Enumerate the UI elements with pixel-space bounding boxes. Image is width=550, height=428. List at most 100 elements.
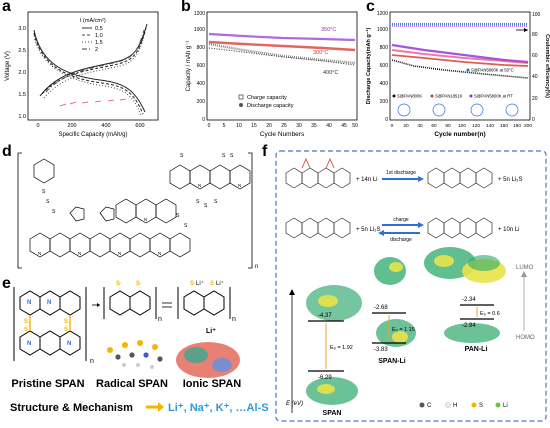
svg-text:1200: 1200: [377, 11, 388, 17]
a-xtick-400: 400: [101, 123, 110, 129]
svg-text:5: 5: [223, 123, 226, 129]
panel-e-label: e: [2, 275, 11, 292]
a-ytick-3.0: 3.0: [18, 26, 26, 32]
svg-text:S: S: [190, 281, 194, 287]
svg-text:600: 600: [197, 63, 206, 69]
f-mol-span: SPAN: [323, 410, 342, 417]
svg-text:S: S: [196, 199, 200, 205]
panel-b-xlabel: Cycle Numbers: [260, 131, 305, 138]
svg-text:1000: 1000: [194, 27, 205, 33]
svg-text:400: 400: [197, 81, 206, 87]
panel-c-label: c: [366, 0, 375, 15]
e-ionic-3d: [176, 342, 240, 378]
a-xtick-200: 200: [67, 123, 76, 129]
a-ytick-1.5: 1.5: [18, 92, 26, 98]
f-gap-span: E₉ = 1.92: [330, 345, 353, 351]
panel-a-label: a: [2, 0, 11, 15]
svg-text:140: 140: [486, 123, 494, 129]
b-anno-400: 400°C: [323, 70, 338, 76]
svg-text:40: 40: [417, 123, 423, 129]
f-row1-left: + 14n Li: [356, 177, 378, 183]
svg-text:1200: 1200: [194, 11, 205, 17]
svg-text:S·: S·: [136, 281, 142, 287]
b-legend-charge: Charge capacity: [247, 95, 287, 101]
panel-f: f + 14n Li 1st discharge + 5n Li₂S: [262, 143, 550, 423]
svg-text:n: n: [232, 316, 236, 323]
f-eaxis-label: E (eV): [286, 401, 303, 407]
svg-text:30: 30: [296, 123, 302, 129]
f-spanli-lumo: -2.68: [374, 305, 388, 311]
e-li-label-1: Li⁺: [216, 280, 224, 287]
panel-a-legend-title: I (mA/cm²): [80, 18, 106, 24]
f-row2-right: + 10n Li: [498, 227, 520, 233]
discharge-0.5: [33, 29, 146, 113]
svg-text:Li: Li: [503, 403, 508, 409]
a-ytick-2.5: 2.5: [18, 48, 26, 54]
panel-a-xlabel: Specific Capacity (mAh/g): [58, 132, 127, 138]
f-dashed-frame: [275, 150, 547, 422]
svg-text:S: S: [479, 403, 483, 409]
c-legend-1: S@PAN1851K: [435, 94, 463, 99]
svg-text:S: S: [204, 203, 208, 209]
svg-text:S: S: [52, 209, 56, 215]
svg-text:600: 600: [380, 63, 389, 69]
svg-text:n: n: [158, 316, 162, 323]
svg-text:N: N: [144, 217, 147, 222]
svg-text:20: 20: [403, 123, 409, 129]
svg-text:S: S: [210, 281, 214, 287]
svg-text:N: N: [78, 251, 81, 256]
legend-item-1.5: 1.5: [95, 40, 103, 46]
panel-f-figure: + 14n Li 1st discharge + 5n Li₂S + 5n Li…: [275, 150, 547, 422]
panel-c-xlabel: Cycle number(n): [434, 131, 485, 138]
svg-text:60: 60: [532, 53, 538, 59]
legend-item-1.0: 1.0: [95, 33, 103, 39]
svg-text:N: N: [198, 183, 201, 188]
f-panli-homo: -2.94: [462, 323, 476, 329]
svg-text:N: N: [238, 183, 241, 188]
curve-0.5: [39, 23, 148, 97]
panel-b-chart: 350°C 300°C 400°C Charge capacity Discha…: [186, 11, 358, 138]
svg-text:N: N: [27, 300, 31, 306]
e-name-ionic: Ionic SPAN: [183, 378, 242, 390]
f-panli-lumo: -2.34: [462, 297, 476, 303]
c-legend-0: S@PAN800K: [397, 94, 422, 99]
b-anno-350: 350°C: [321, 27, 336, 33]
svg-text:80: 80: [445, 123, 451, 129]
f-gap-spanli: E₉ = 1.15: [392, 327, 415, 333]
e-name-pristine: Pristine SPAN: [11, 378, 84, 390]
svg-text:800: 800: [380, 45, 389, 51]
svg-text:S: S: [214, 199, 218, 205]
svg-text:N: N: [158, 251, 161, 256]
svg-text:0: 0: [208, 123, 211, 129]
svg-text:0: 0: [532, 117, 535, 123]
svg-text:1000: 1000: [377, 27, 388, 33]
svg-text:S·: S·: [116, 281, 122, 287]
d-rings: [29, 158, 251, 258]
svg-text:S: S: [230, 153, 234, 159]
svg-text:20: 20: [532, 96, 538, 102]
panel-c-chart: S@PAN800K S@PAN1851K S@PAN5800K at RT S@…: [365, 11, 550, 138]
legend-item-2: 2: [95, 47, 98, 53]
panel-d-label: d: [2, 143, 12, 160]
panel-a: a I (mA/cm²) 0.5 1.0 1.5 2 0 200 400: [0, 0, 185, 140]
e-li-label-0: Li⁺: [196, 280, 204, 287]
svg-text:S: S: [24, 327, 28, 333]
svg-text:n: n: [90, 358, 94, 365]
svg-text:40: 40: [532, 74, 538, 80]
svg-text:S: S: [46, 199, 50, 205]
svg-text:180: 180: [513, 123, 521, 129]
f-homo-label: HOMO: [516, 335, 535, 341]
panel-a-ylabel: Voltage (V): [5, 51, 11, 81]
f-gap-panli: E₉ = 0.6: [480, 311, 500, 317]
f-mol-spanli: SPAN-Li: [378, 358, 406, 365]
f-orbitals: [306, 247, 506, 405]
svg-text:C: C: [427, 403, 432, 409]
svg-text:N: N: [47, 300, 51, 306]
svg-text:100: 100: [532, 12, 541, 18]
curve-1.0: [41, 27, 147, 95]
svg-text:S: S: [64, 319, 68, 325]
curve-2: [45, 29, 145, 93]
svg-text:20: 20: [266, 123, 272, 129]
svg-text:15: 15: [251, 123, 257, 129]
svg-text:N: N: [27, 341, 31, 347]
